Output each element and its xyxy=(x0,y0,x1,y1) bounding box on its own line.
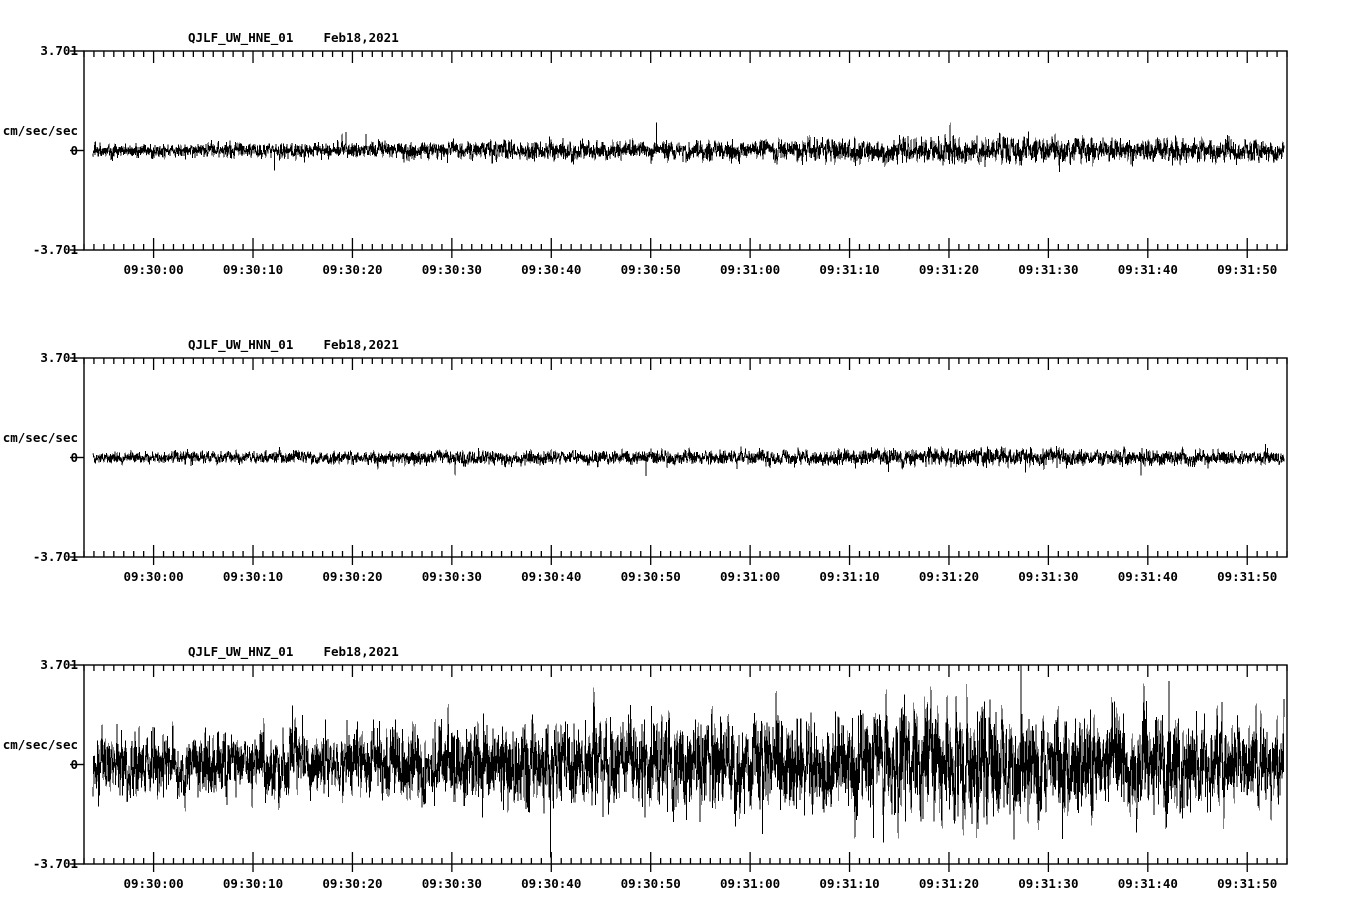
x-axis-tick-label: 09:31:00 xyxy=(720,262,781,277)
x-axis-ticks xyxy=(83,358,1288,565)
x-axis-tick-label: 09:30:00 xyxy=(123,569,184,584)
date-label: Feb18,2021 xyxy=(323,644,399,659)
x-axis-tick-label: 09:31:40 xyxy=(1117,262,1178,277)
y-axis-max-label: 3.701 xyxy=(40,43,78,58)
y-axis-max-label: 3.701 xyxy=(40,350,78,365)
waveform-trace xyxy=(92,122,1285,172)
x-axis-tick-label: 09:30:30 xyxy=(421,876,482,891)
station-channel-label: QJLF_UW_HNN_01 xyxy=(188,337,294,352)
x-axis-tick-label: 09:31:50 xyxy=(1217,569,1278,584)
y-axis-unit-label: cm/sec/sec xyxy=(2,122,78,138)
x-axis-tick-label: 09:30:40 xyxy=(521,262,582,277)
x-axis-tick-label: 09:31:40 xyxy=(1117,569,1178,584)
x-axis-tick-label: 09:31:10 xyxy=(819,262,880,277)
y-axis-min-label: -3.701 xyxy=(32,549,78,564)
station-channel-label: QJLF_UW_HNZ_01 xyxy=(188,644,294,659)
x-axis-tick-label: 09:30:20 xyxy=(322,569,383,584)
x-axis-tick-label: 09:31:10 xyxy=(819,876,880,891)
x-axis-tick-label: 09:30:50 xyxy=(620,569,681,584)
x-axis-tick-label: 09:31:50 xyxy=(1217,262,1278,277)
waveform-trace xyxy=(92,664,1285,858)
x-axis-tick-label: 09:30:00 xyxy=(123,262,184,277)
waveform-trace xyxy=(92,443,1285,477)
station-channel-label: QJLF_UW_HNE_01 xyxy=(188,30,294,45)
x-axis-tick-label: 09:30:30 xyxy=(421,262,482,277)
x-axis-tick-label: 09:30:20 xyxy=(322,876,383,891)
x-axis-tick-label: 09:31:30 xyxy=(1018,569,1079,584)
x-axis-tick-label: 09:30:40 xyxy=(521,569,582,584)
panel-title: QJLF_UW_HNN_01 Feb18,2021 xyxy=(188,337,399,352)
date-label: Feb18,2021 xyxy=(323,30,399,45)
x-axis-tick-label: 09:30:50 xyxy=(620,876,681,891)
y-axis-ticks xyxy=(70,357,84,558)
x-axis-tick-label: 09:31:30 xyxy=(1018,262,1079,277)
y-axis-ticks xyxy=(70,50,84,251)
y-axis-min-label: -3.701 xyxy=(32,856,78,871)
x-axis-tick-label: 09:30:10 xyxy=(222,569,284,584)
x-axis-tick-label: 09:31:40 xyxy=(1117,876,1178,891)
y-axis-zero-label: 0 xyxy=(70,449,78,465)
x-axis-tick-label: 09:30:40 xyxy=(521,876,582,891)
x-axis-ticks xyxy=(83,665,1288,872)
x-axis-tick-label: 09:31:00 xyxy=(720,876,781,891)
x-axis-tick-label: 09:31:20 xyxy=(918,876,980,891)
y-axis-ticks xyxy=(70,664,84,865)
x-axis-tick-label: 09:30:00 xyxy=(123,876,184,891)
x-axis-tick-label: 09:31:30 xyxy=(1018,876,1079,891)
x-axis-tick-label: 09:31:20 xyxy=(918,569,980,584)
panel-title: QJLF_UW_HNE_01 Feb18,2021 xyxy=(188,30,399,45)
x-axis-tick-label: 09:30:20 xyxy=(322,262,383,277)
title-spacer xyxy=(293,644,323,659)
x-axis-tick-label: 09:31:00 xyxy=(720,569,781,584)
y-axis-zero-label: 0 xyxy=(70,142,78,158)
x-axis-tick-label: 09:31:50 xyxy=(1217,876,1278,891)
x-axis-tick-label: 09:30:10 xyxy=(222,262,284,277)
y-axis-unit-label: cm/sec/sec xyxy=(2,429,78,445)
x-axis-tick-label: 09:30:10 xyxy=(222,876,284,891)
y-axis-min-label: -3.701 xyxy=(32,242,78,257)
x-axis-tick-label: 09:30:50 xyxy=(620,262,681,277)
y-axis-zero-label: 0 xyxy=(70,756,78,772)
y-axis-unit-label: cm/sec/sec xyxy=(2,736,78,752)
x-axis-ticks xyxy=(83,51,1288,258)
x-axis-tick-label: 09:31:20 xyxy=(918,262,980,277)
x-axis-tick-label: 09:30:30 xyxy=(421,569,482,584)
y-axis-max-label: 3.701 xyxy=(40,657,78,672)
date-label: Feb18,2021 xyxy=(323,337,399,352)
panel-title: QJLF_UW_HNZ_01 Feb18,2021 xyxy=(188,644,399,659)
x-axis-tick-label: 09:31:10 xyxy=(819,569,880,584)
